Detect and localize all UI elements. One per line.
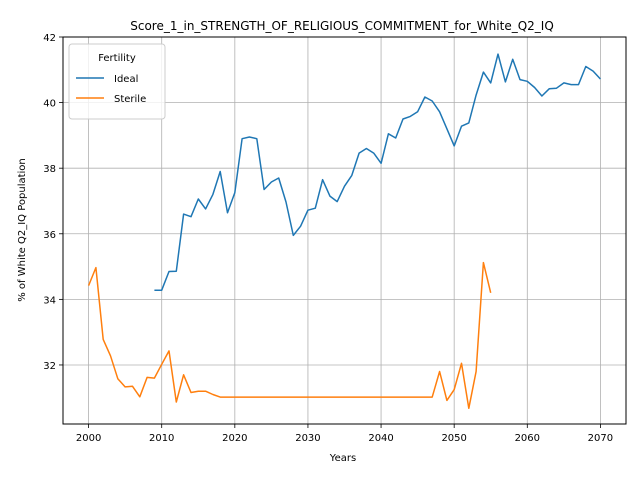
x-tick-label: 2020	[222, 433, 247, 444]
y-tick-label: 36	[43, 230, 56, 241]
x-tick-label: 2030	[295, 433, 320, 444]
legend-label-ideal: Ideal	[114, 74, 138, 85]
x-axis: 2000 2010 2020 2030 2040 2050 2060 2070	[76, 424, 613, 444]
x-tick-label: 2050	[441, 433, 466, 444]
x-tick-label: 2040	[368, 433, 393, 444]
legend: Fertility Ideal Sterile	[68, 43, 166, 120]
chart-title: Score_1_in_STRENGTH_OF_RELIGIOUS_COMMITM…	[130, 19, 554, 33]
y-tick-label: 40	[43, 99, 56, 110]
legend-title: Fertility	[98, 53, 136, 64]
series-layer	[87, 53, 601, 410]
y-axis-label: % of White Q2_IQ Population	[17, 158, 28, 302]
y-tick-label: 34	[43, 295, 56, 306]
x-tick-label: 2060	[515, 433, 540, 444]
y-tick-label: 32	[43, 361, 56, 372]
x-axis-label: Years	[329, 453, 356, 464]
series-line-ideal	[154, 53, 601, 291]
x-tick-label: 2070	[588, 433, 613, 444]
legend-label-sterile: Sterile	[114, 94, 146, 105]
x-tick-label: 2000	[76, 433, 101, 444]
y-tick-label: 42	[43, 33, 56, 44]
y-tick-label: 38	[43, 164, 56, 175]
series-line-sterile	[87, 261, 492, 410]
x-tick-label: 2010	[149, 433, 174, 444]
y-axis: 32 34 36 38 40 42	[43, 33, 63, 372]
legend-box	[68, 43, 166, 120]
plot-frame	[62, 36, 627, 425]
